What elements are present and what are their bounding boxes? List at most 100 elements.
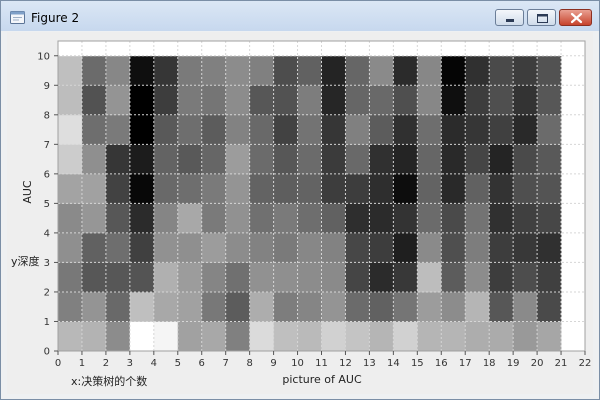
heatmap-cell: [105, 232, 131, 263]
heatmap-cell: [465, 291, 490, 322]
java-app-icon: [10, 9, 25, 24]
heatmap-cell: [513, 262, 538, 293]
heatmap-cell: [225, 203, 251, 234]
heatmap-cell: [177, 173, 203, 204]
heatmap-cell: [369, 262, 394, 293]
heatmap-cell: [58, 291, 83, 322]
heatmap-cell: [417, 321, 442, 352]
heatmap-cell: [297, 291, 322, 322]
heatmap-cell: [417, 114, 442, 145]
heatmap-cell: [225, 114, 251, 145]
heatmap-cell: [441, 144, 466, 175]
heatmap-cell: [537, 55, 562, 86]
heatmap-cell: [177, 41, 203, 57]
heatmap-cell: [417, 144, 442, 175]
heatmap-cell: [225, 55, 251, 86]
heatmap-cell: [201, 321, 227, 352]
heatmap-cell: [129, 85, 155, 116]
x-tick-label: 16: [435, 358, 448, 369]
x-tick-label: 11: [315, 358, 328, 369]
minimize-icon: [506, 19, 514, 22]
heatmap-cell: [58, 144, 83, 175]
heatmap-cell: [201, 203, 227, 234]
heatmap-cell: [177, 85, 203, 116]
heatmap-cell: [273, 114, 298, 145]
heatmap-cell: [417, 41, 442, 57]
title-bar[interactable]: Figure 2: [1, 1, 599, 31]
heatmap-cell: [393, 144, 418, 175]
heatmap-cell: [273, 55, 298, 86]
heatmap-cell: [369, 55, 394, 86]
heatmap-cell: [537, 262, 562, 293]
heatmap-cell: [81, 114, 107, 145]
heatmap-cell: [58, 173, 83, 204]
heatmap-cell: [489, 291, 514, 322]
heatmap-cell: [345, 173, 370, 204]
heatmap-cell: [273, 41, 298, 57]
maximize-button[interactable]: [527, 9, 556, 26]
heatmap-cell: [273, 144, 298, 175]
heatmap-cell: [465, 114, 490, 145]
heatmap-cell: [417, 232, 442, 263]
heatmap-cell: [441, 173, 466, 204]
heatmap-cell: [345, 85, 370, 116]
heatmap-cell: [321, 55, 346, 86]
chart-title: picture of AUC: [282, 373, 362, 386]
heatmap-cell: [369, 321, 394, 352]
heatmap-cell: [321, 321, 346, 352]
heatmap-cell: [345, 262, 370, 293]
heatmap-cell: [441, 321, 466, 352]
heatmap-cell: [345, 291, 370, 322]
heatmap-cell: [201, 144, 227, 175]
heatmap-cell: [297, 173, 322, 204]
heatmap-chart: 0 1 2 3 4 5 6 7 8 9 10 11 12 13 14 15 16 17 18 19 20 21 220123…: [11, 40, 591, 388]
close-icon: [570, 12, 583, 24]
heatmap-cell: [201, 262, 227, 293]
x-tick-label: 20: [531, 358, 544, 369]
heatmap-cell: [249, 291, 274, 322]
heatmap-cell: [513, 41, 538, 57]
heatmap-cell: [105, 262, 131, 293]
heatmap-cell: [489, 85, 514, 116]
heatmap-cell: [513, 321, 538, 352]
close-button[interactable]: [559, 9, 592, 26]
heatmap-cell: [369, 114, 394, 145]
x-tick-label: 9: [270, 358, 276, 369]
heatmap-cell: [321, 41, 346, 57]
heatmap-cell: [537, 291, 562, 322]
heatmap-cell: [177, 144, 203, 175]
heatmap-cell: [297, 203, 322, 234]
heatmap-cell: [441, 41, 466, 57]
heatmap-cell: [513, 55, 538, 86]
heatmap-cell: [513, 85, 538, 116]
heatmap-cell: [345, 203, 370, 234]
heatmap-cell: [393, 262, 418, 293]
heatmap-cell: [177, 203, 203, 234]
heatmap-cell: [273, 262, 298, 293]
heatmap-cell: [297, 321, 322, 352]
heatmap-cell: [105, 55, 131, 86]
heatmap-cell: [81, 262, 107, 293]
heatmap-cell: [321, 85, 346, 116]
x-tick-label: 2: [103, 358, 109, 369]
heatmap-cell: [513, 144, 538, 175]
heatmap-cell: [201, 41, 227, 57]
heatmap-cell: [249, 232, 274, 263]
heatmap-cell: [153, 203, 179, 234]
y-tick-label: 0: [44, 347, 50, 358]
heatmap-cell: [489, 173, 514, 204]
heatmap-cell: [177, 262, 203, 293]
minimize-button[interactable]: [495, 9, 524, 26]
heatmap-cell: [105, 144, 131, 175]
heatmap-cell: [273, 173, 298, 204]
heatmap-cell: [58, 114, 83, 145]
heatmap-cell: [273, 85, 298, 116]
heatmap-cell: [297, 232, 322, 263]
y-tick-label: 8: [44, 110, 50, 121]
figure-canvas: 0 1 2 3 4 5 6 7 8 9 10 11 12 13 14 15 16 17 18 19 20 21 22 0 1 2 3…: [7, 32, 593, 394]
heatmap-cell: [201, 55, 227, 86]
heatmap-cell: [369, 173, 394, 204]
heatmap-cell: [321, 291, 346, 322]
heatmap-cell: [321, 173, 346, 204]
heatmap-cell: [441, 232, 466, 263]
